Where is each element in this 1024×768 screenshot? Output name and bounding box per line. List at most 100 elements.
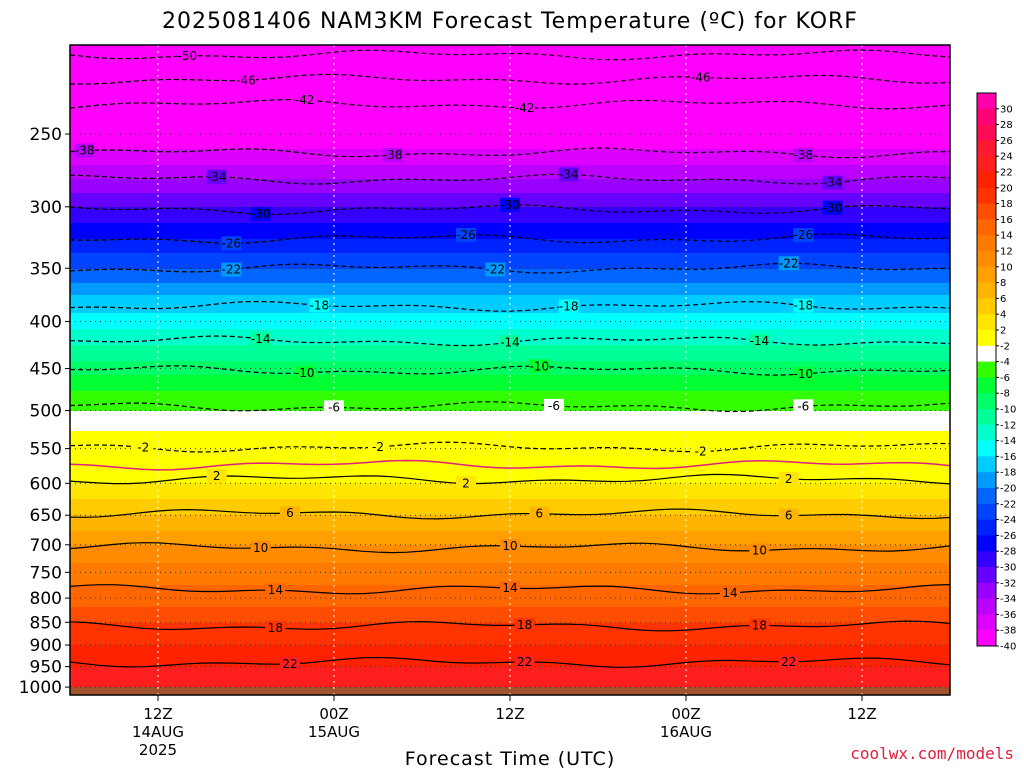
y-tick-label: 350	[30, 259, 62, 279]
field-band	[70, 613, 950, 616]
contour-label: -2	[372, 440, 384, 454]
field-band	[70, 479, 950, 482]
colorbar-swatch	[977, 424, 996, 442]
contour-label: -10	[530, 359, 550, 373]
colorbar-swatch	[977, 330, 996, 347]
field-band	[70, 163, 950, 166]
field-band	[70, 505, 950, 508]
y-axis: 250 300 350 400 450 500 550 600 650 700 750 800 850 9…	[19, 125, 70, 698]
field-band	[70, 617, 950, 620]
field-band	[70, 107, 950, 110]
contour-label-bg	[250, 207, 271, 222]
field-band	[70, 403, 950, 406]
contour-label-bg	[558, 299, 579, 314]
field-band	[70, 457, 950, 460]
field-band	[70, 475, 950, 478]
colorbar-swatch	[977, 266, 996, 284]
colorbar-label: -18	[1000, 468, 1016, 479]
contour-label: -14	[750, 334, 770, 348]
field-band	[70, 499, 950, 502]
field-band	[70, 61, 950, 64]
field-band	[70, 491, 950, 494]
field-band	[70, 73, 950, 76]
colorbar-label: 6	[1000, 294, 1006, 305]
contour-label-bg	[778, 508, 799, 523]
contour-label: -30	[500, 198, 520, 212]
field-band	[70, 397, 950, 400]
contour-label: 6	[286, 506, 294, 520]
contour-label-bg	[368, 440, 388, 455]
colorbar-label: 4	[1000, 310, 1006, 321]
contour-label-bg	[280, 656, 300, 671]
colorbar-label: -24	[1000, 515, 1016, 526]
field-band	[70, 167, 950, 170]
colorbar-swatch	[977, 409, 996, 426]
field-band	[70, 359, 950, 362]
field-band	[70, 635, 950, 638]
field-band	[70, 127, 950, 130]
contour-label-bg	[250, 540, 271, 555]
field-band	[70, 485, 950, 488]
colorbar-swatch	[977, 314, 996, 331]
contour-label: 6	[536, 507, 544, 521]
contour-label-bg	[177, 48, 198, 63]
field-band	[70, 157, 950, 160]
contour-label: 6	[785, 509, 793, 523]
field-band	[70, 413, 950, 416]
contour-lines: -50-46 -46-42-42-38 -38 -38-34 -34-34-30-30-…	[70, 48, 950, 671]
colorbar-label: -12	[1000, 420, 1016, 431]
contour-line	[70, 233, 950, 244]
contour-label: 18	[517, 618, 532, 632]
contour-label: 10	[253, 541, 268, 555]
field-band	[70, 569, 950, 572]
field-band	[70, 215, 950, 218]
field-band	[70, 137, 950, 140]
field-band	[70, 233, 950, 236]
field-band	[70, 641, 950, 644]
field-band	[70, 431, 950, 434]
contour-label: -18	[310, 298, 330, 312]
contour-line	[70, 73, 950, 85]
field-band	[70, 361, 950, 364]
contour-label: 18	[752, 618, 767, 632]
x-tick-label: 12Z	[495, 705, 524, 723]
field-band	[70, 493, 950, 496]
field-band	[70, 355, 950, 358]
field-band	[70, 151, 950, 154]
colorbar-label: -34	[1000, 594, 1016, 605]
field-band	[70, 373, 950, 376]
contour-label-bg	[749, 618, 770, 633]
contour-line	[70, 262, 950, 274]
field-band	[70, 419, 950, 422]
field-band	[70, 131, 950, 134]
colorbar-swatch	[977, 630, 996, 647]
contour-label-bg	[793, 228, 814, 243]
field-band	[70, 97, 950, 100]
contour-label: 10	[502, 539, 517, 553]
contour-label: -14	[251, 332, 271, 346]
contour-label: -38	[794, 148, 814, 162]
field-band	[70, 293, 950, 296]
contour-label-bg	[749, 543, 770, 558]
contour-line	[70, 441, 950, 453]
field-band	[70, 301, 950, 304]
credit-text[interactable]: coolwx.com/models	[850, 744, 1014, 763]
y-tick-label: 700	[30, 536, 62, 556]
field-band	[70, 319, 950, 322]
x-axis-label: Forecast Time (UTC)	[405, 748, 615, 768]
field-band	[70, 193, 950, 196]
field-band	[70, 149, 950, 152]
field-band	[70, 427, 950, 430]
colorbar-label: 2	[1000, 326, 1006, 337]
field-band	[70, 619, 950, 622]
field-band	[70, 221, 950, 224]
field-band	[70, 389, 950, 392]
colorbar-label: -6	[1000, 373, 1010, 384]
field-band	[70, 503, 950, 506]
contour-label-bg	[500, 335, 520, 350]
colorbar-label: -8	[1000, 389, 1010, 400]
field-band	[70, 101, 950, 104]
contour-label: -34	[207, 170, 227, 184]
